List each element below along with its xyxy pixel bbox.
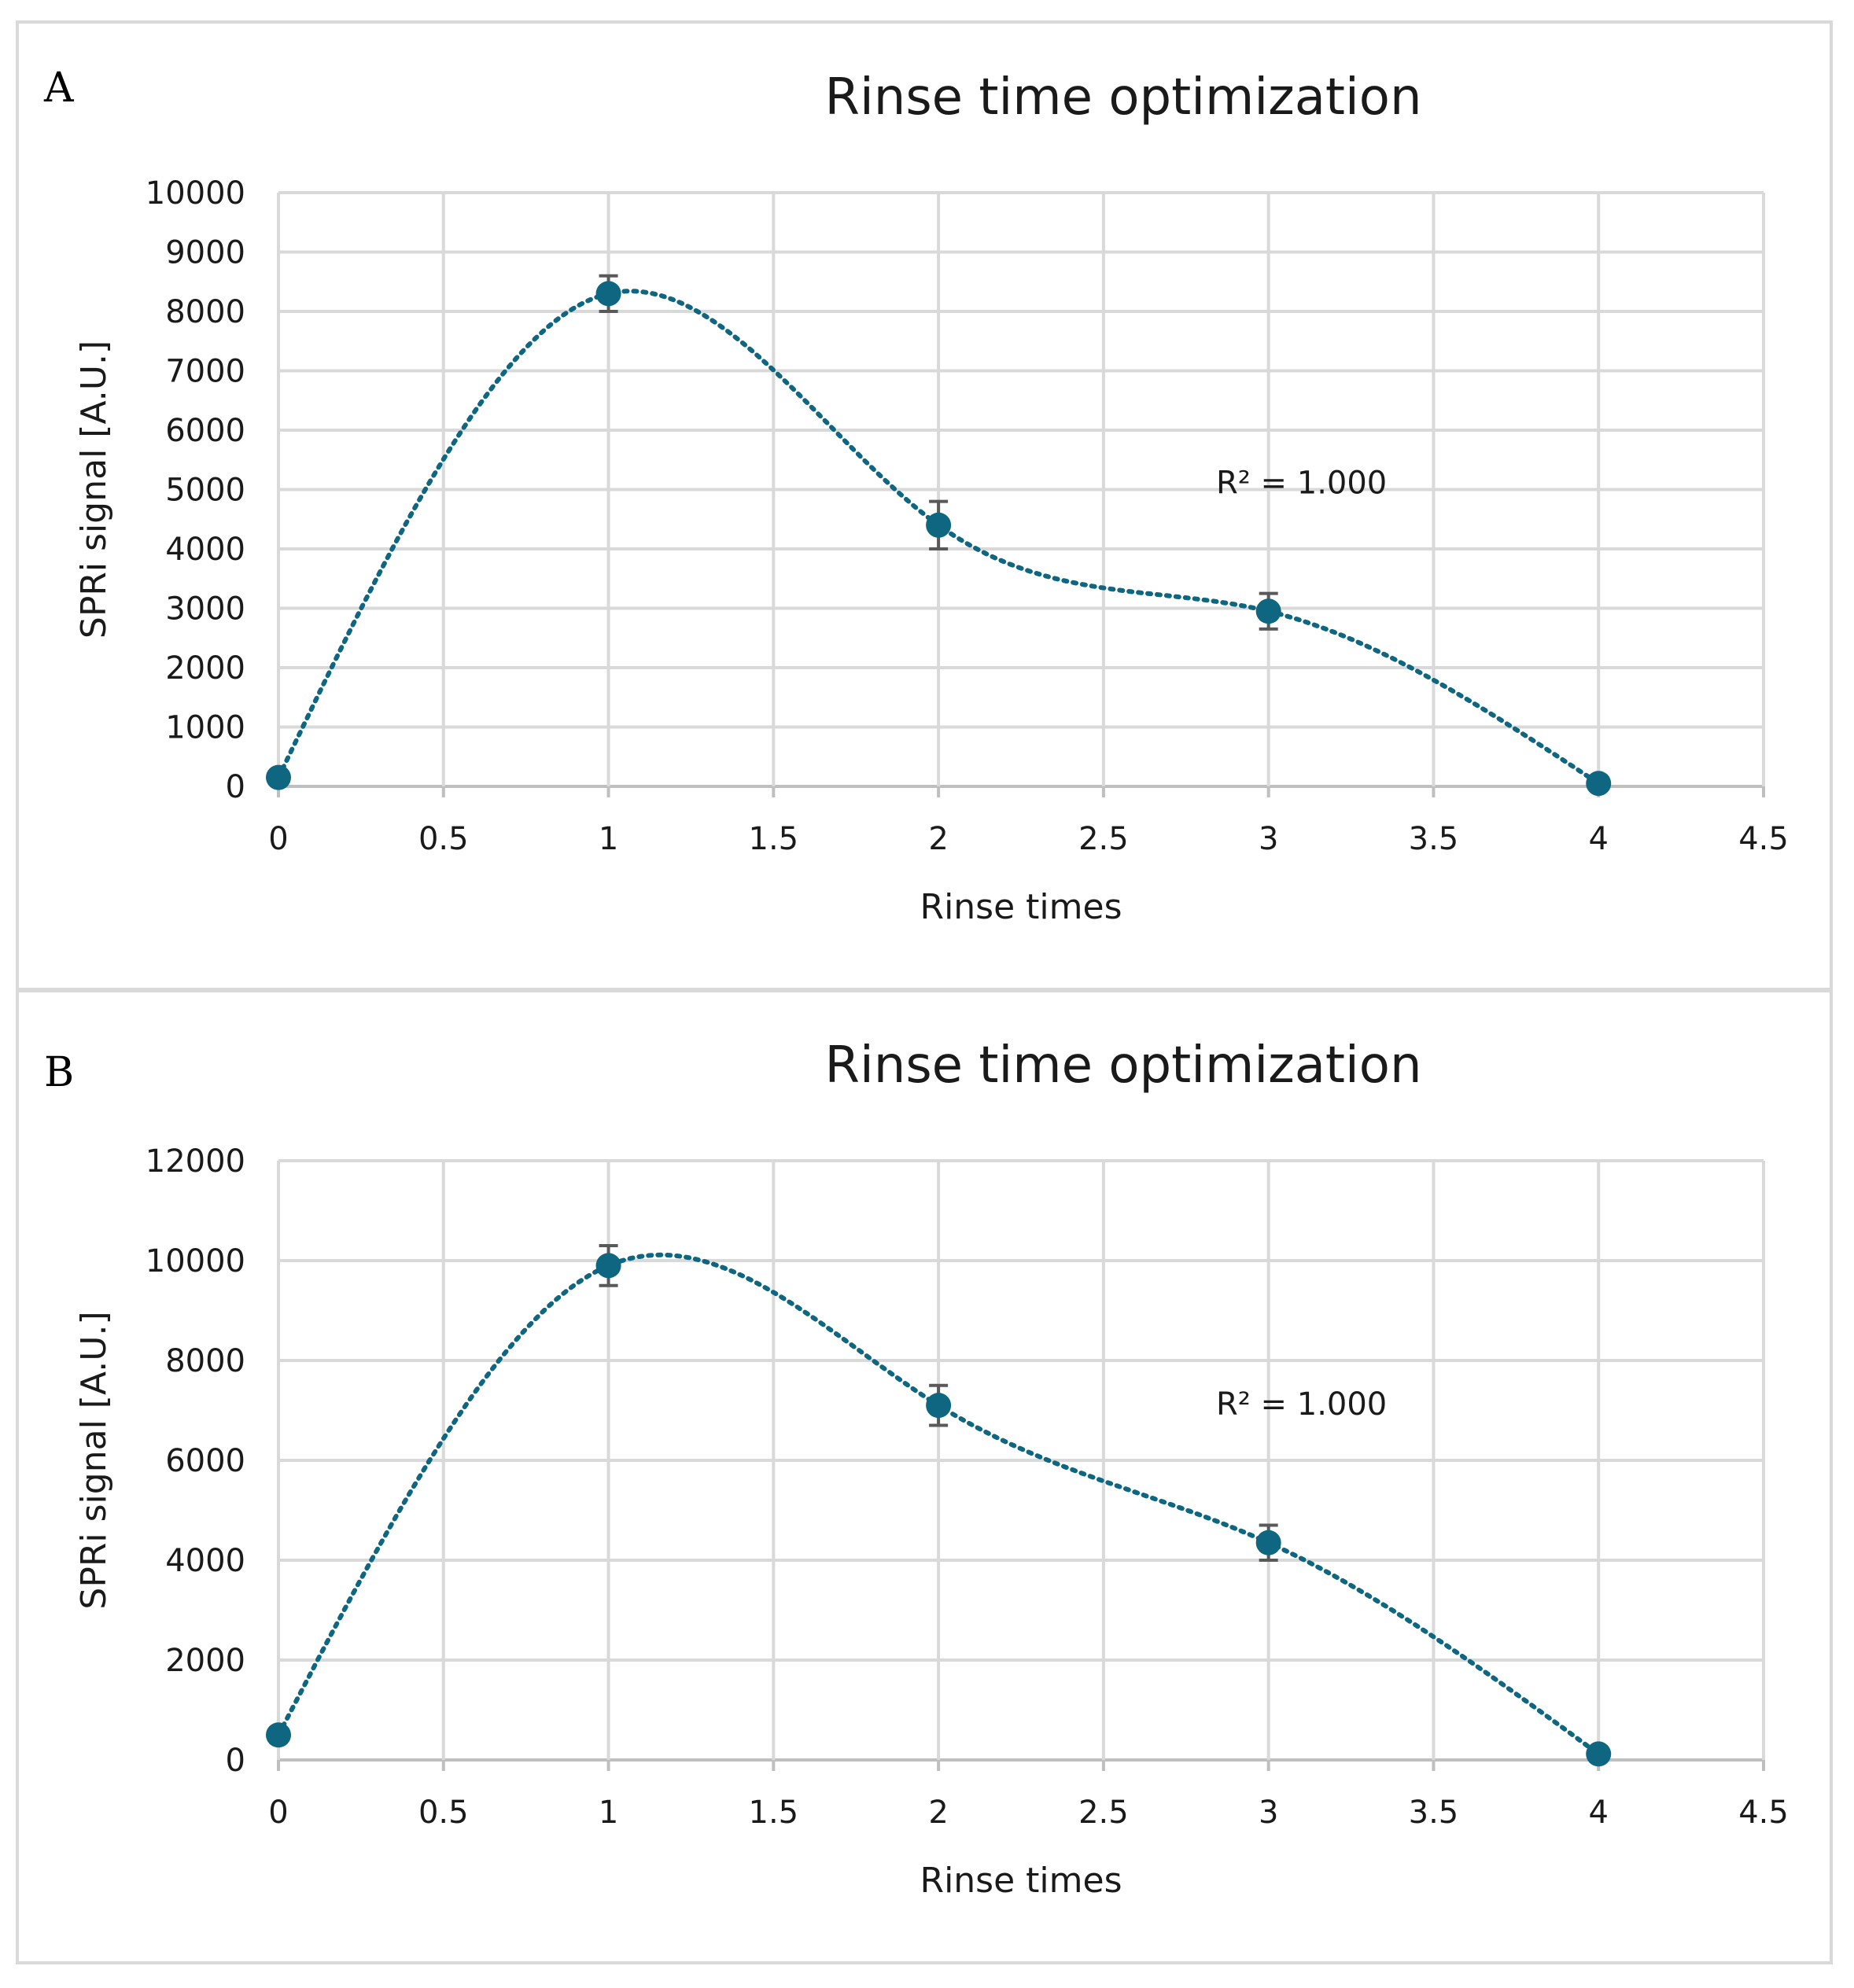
chart-title-a: Rinse time optimization: [825, 68, 1422, 127]
x-tick-label-b: 1.5: [749, 1795, 799, 1831]
x-tick-label-a: 0.5: [418, 821, 469, 857]
x-tick-label-b: 4: [1588, 1795, 1608, 1831]
panel-label-b: B: [44, 1049, 75, 1096]
data-point-b: [1586, 1741, 1612, 1767]
x-tick-label-b: 1: [599, 1795, 618, 1831]
y-tick-label-a: 3000: [165, 591, 245, 628]
x-tick-label-b: 2.5: [1078, 1795, 1129, 1831]
y-tick-label-a: 8000: [165, 294, 245, 330]
x-tick-label-a: 2.5: [1078, 821, 1129, 857]
y-tick-label-b: 10000: [146, 1243, 245, 1279]
y-tick-label-a: 0: [226, 769, 245, 805]
x-tick-label-a: 3: [1259, 821, 1278, 857]
y-tick-label-a: 1000: [165, 710, 245, 746]
x-tick-label-a: 1: [599, 821, 618, 857]
data-point-b: [595, 1253, 621, 1279]
y-tick-label-a: 4000: [165, 532, 245, 568]
x-axis-label-b: Rinse times: [920, 1861, 1122, 1901]
y-tick-label-a: 7000: [165, 354, 245, 390]
y-tick-label-a: 10000: [146, 175, 245, 212]
x-tick-label-a: 2: [928, 821, 948, 857]
y-tick-label-a: 2000: [165, 650, 245, 687]
chart-panel-b: B Rinse time optimization 0 2000 4000 6000 80…: [16, 989, 1833, 1964]
x-tick-label-a: 4.5: [1738, 821, 1789, 857]
panel-label-a: A: [44, 64, 74, 112]
chart-panel-a: A Rinse time optimization 0 1000 2000 3000 40…: [16, 20, 1833, 991]
chart-a: Rinse time optimization 0 1000 2000 3000 4000…: [74, 68, 1789, 927]
data-point-a: [595, 281, 621, 307]
y-tick-label-b: 12000: [146, 1143, 245, 1180]
data-point-b: [926, 1393, 952, 1419]
x-tick-label-b: 2: [928, 1795, 948, 1831]
data-point-a: [1586, 771, 1612, 797]
y-axis-label-a: SPRi signal [A.U.]: [74, 341, 114, 639]
y-tick-label-b: 0: [226, 1743, 245, 1779]
x-tick-label-a: 3.5: [1409, 821, 1459, 857]
x-tick-label-b: 3: [1259, 1795, 1278, 1831]
chart-b: Rinse time optimization 0 2000 4000 6000 8000…: [74, 1036, 1789, 1901]
data-point-a: [1255, 598, 1281, 624]
x-tick-label-b: 4.5: [1738, 1795, 1789, 1831]
y-tick-label-b: 6000: [165, 1443, 245, 1479]
x-tick-label-a: 1.5: [749, 821, 799, 857]
r-squared-annotation-a: R² = 1.000: [1216, 466, 1387, 502]
y-tick-label-a: 9000: [165, 235, 245, 271]
y-tick-label-b: 2000: [165, 1643, 245, 1679]
data-point-b: [1255, 1530, 1281, 1555]
x-tick-label-a: 4: [1588, 821, 1608, 857]
x-tick-label-a: 0: [268, 821, 288, 857]
data-point-a: [266, 764, 291, 790]
r-squared-annotation-b: R² = 1.000: [1216, 1386, 1387, 1423]
chart-title-b: Rinse time optimization: [825, 1036, 1422, 1095]
y-axis-label-b: SPRi signal [A.U.]: [74, 1311, 114, 1609]
data-point-a: [926, 512, 952, 538]
y-tick-label-a: 6000: [165, 413, 245, 449]
y-tick-label-a: 5000: [165, 473, 245, 509]
x-tick-label-b: 0.5: [418, 1795, 469, 1831]
x-tick-label-b: 3.5: [1409, 1795, 1459, 1831]
y-tick-label-b: 4000: [165, 1543, 245, 1579]
x-axis-label-a: Rinse times: [920, 887, 1122, 927]
x-tick-label-b: 0: [268, 1795, 288, 1831]
y-tick-label-b: 8000: [165, 1343, 245, 1379]
data-point-b: [266, 1722, 291, 1748]
